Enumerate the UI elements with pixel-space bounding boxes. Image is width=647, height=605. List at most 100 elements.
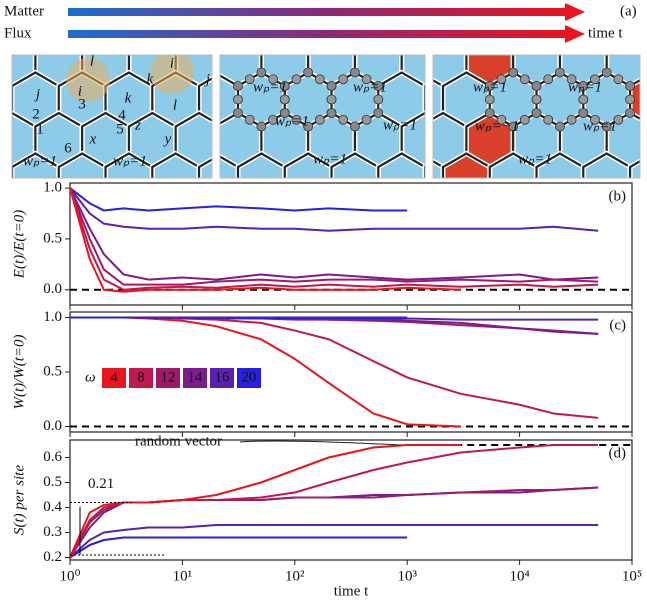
data-line: [69, 444, 461, 558]
lattice-label: i: [170, 55, 174, 71]
bead: [279, 108, 290, 118]
legend-swatch: [156, 368, 180, 388]
x-tick-label: 10¹: [173, 568, 193, 584]
bead: [625, 94, 635, 105]
bead: [566, 114, 577, 125]
y-tick-label: 1.0: [43, 309, 62, 325]
hexagon: [560, 194, 607, 248]
hexagon: [378, 0, 425, 46]
hexagon: [420, 194, 467, 248]
hexagon-edge: [628, 159, 640, 178]
data-line: [70, 316, 461, 428]
hexagon: [355, 194, 402, 248]
bead: [601, 67, 612, 78]
bracket-label: 0.21: [88, 476, 114, 492]
hexagon-edge: [12, 165, 14, 178]
lattice-label: wₚ=1: [473, 79, 507, 95]
y-tick-label: 1.0: [43, 180, 62, 196]
hexagon-edge: [129, 194, 176, 248]
hexagon: [402, 194, 449, 248]
y-axis-label: E(t)/E(t=0): [11, 210, 27, 279]
data-line: [69, 486, 599, 558]
hexagon-edge: [308, 194, 355, 248]
hexagon-edge: [420, 194, 467, 248]
hexagon: [222, 194, 269, 248]
bead: [326, 81, 337, 91]
arrow-label: Flux: [4, 25, 32, 41]
legend-swatch: [183, 368, 207, 388]
hexagon: [261, 194, 308, 248]
hexagon-edge: [466, 194, 513, 248]
y-tick-label: 0.4: [43, 499, 62, 515]
hexagon-edge: [59, 0, 106, 46]
data-line: [69, 187, 599, 281]
glow: [66, 58, 110, 102]
bead: [484, 94, 495, 105]
hexagon-edge: [246, 0, 293, 46]
bead: [279, 81, 290, 91]
bead: [484, 108, 495, 118]
legend-label: 4: [110, 369, 118, 385]
image-frame: [432, 54, 641, 179]
hexagon: [490, 0, 537, 46]
legend-swatch: [129, 368, 153, 388]
data-line: [69, 187, 599, 291]
lattice-label: wₚ=1: [113, 153, 147, 169]
bead: [291, 114, 302, 125]
legend-label: 14: [188, 369, 204, 385]
data-line: [70, 316, 599, 419]
legend-label: 12: [161, 369, 176, 385]
panel-label: (a): [620, 3, 637, 19]
hexagon-edge: [106, 0, 153, 46]
legend-label: 20: [242, 369, 257, 385]
annotation: random vector: [135, 433, 222, 449]
hexagon-edge: [513, 194, 560, 248]
bead: [496, 74, 507, 85]
bead: [326, 108, 337, 118]
hexagon-edge: [285, 0, 332, 46]
bead: [484, 81, 495, 91]
legend-swatch: [210, 368, 234, 388]
hexagon-edge: [261, 194, 308, 248]
bead: [519, 74, 530, 85]
hexagon-edge: [448, 194, 495, 248]
panel-label: (b): [609, 188, 627, 204]
bead: [601, 121, 612, 132]
lattice-label: l: [90, 53, 94, 69]
glow: [150, 55, 194, 94]
bead: [361, 114, 372, 125]
bead: [566, 74, 577, 85]
lattice-label: z: [134, 117, 141, 133]
hexagon: [472, 0, 519, 46]
x-tick-label: 10⁴: [509, 568, 529, 584]
bead: [625, 81, 635, 91]
lattice-label: wₚ=1: [583, 118, 617, 134]
panel-label: (c): [609, 317, 626, 333]
lattice-label: k: [147, 71, 154, 87]
bead: [496, 114, 507, 125]
data-line: [69, 536, 408, 559]
bead: [314, 114, 325, 125]
bead: [590, 114, 600, 125]
hexagon-edge: [537, 0, 584, 46]
hexagon: [246, 0, 293, 46]
bead: [555, 67, 565, 78]
bead: [303, 121, 314, 132]
hexagon: [199, 0, 246, 46]
hexagon: [59, 0, 106, 46]
hexagon: [176, 194, 223, 248]
y-axis-label: S(t) per site: [11, 465, 27, 535]
time-label: time t: [588, 25, 623, 41]
lattice-label: i: [78, 83, 82, 99]
hexagon-edge: [197, 77, 212, 122]
y-tick-label: 0.6: [43, 449, 62, 465]
panel-label: (d): [609, 445, 627, 461]
hexagon: [106, 0, 153, 46]
plot-frame: [69, 439, 633, 561]
lattice: [420, 0, 640, 248]
hexagon: [425, 0, 472, 46]
bead: [578, 94, 589, 105]
hexagon: [332, 0, 379, 46]
y-axis-label: W(t)/W(t=0): [11, 334, 27, 409]
